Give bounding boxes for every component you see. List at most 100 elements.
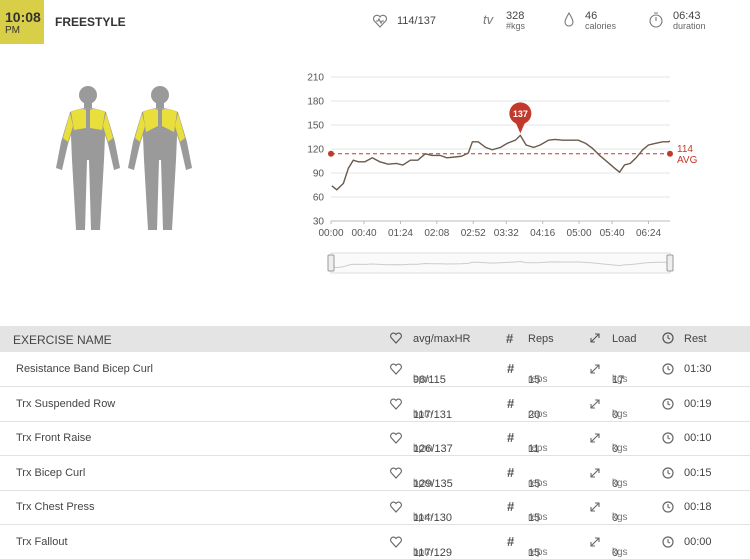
x-tick-label: 05:00 <box>567 228 592 239</box>
reps-unit: reps <box>528 546 548 558</box>
load-icon <box>590 467 600 478</box>
load-icon <box>590 536 600 547</box>
hr-value: 129/135 <box>413 477 453 490</box>
load-icon <box>590 433 600 443</box>
clock-icon <box>662 535 674 548</box>
average-label: AVG <box>677 155 698 166</box>
reps-value: 11 <box>528 443 540 455</box>
column-header: EXERCISE NAME <box>13 333 112 347</box>
load-unit: kgs <box>612 443 628 454</box>
reps-unit: reps <box>528 374 548 385</box>
rest-value: 00:19 <box>684 397 712 410</box>
load-icon <box>590 333 600 343</box>
heart-icon <box>390 467 402 479</box>
heart-rate-line <box>331 134 671 191</box>
y-tick-label: 180 <box>307 97 324 108</box>
load-value: 0 <box>612 477 619 490</box>
hr-value: 114/130 <box>413 512 452 524</box>
timer-icon <box>649 12 663 28</box>
load-icon <box>590 364 600 374</box>
x-tick-label: 06:24 <box>636 228 661 239</box>
stat-calories-label: calories <box>585 21 617 31</box>
reps-unit: reps <box>528 443 548 454</box>
hr-unit: bpm <box>413 408 433 420</box>
average-value: 114 <box>677 144 693 155</box>
peak-pin <box>509 102 532 125</box>
x-tick-label: 04:16 <box>530 228 555 239</box>
clock-icon <box>662 466 674 479</box>
table-row: Trx Bicep Curl 129/135 bpm #15 reps 0 kgs 00:15 <box>0 456 750 491</box>
load-icon <box>590 398 600 409</box>
table-row: Trx Front Raise 126/137 bpm #11 reps 0 kgs 00:1… <box>0 421 750 456</box>
peak-label: 137 <box>513 109 528 119</box>
column-header: Reps <box>528 333 554 345</box>
heart-icon <box>390 332 402 344</box>
hash-icon: # <box>507 499 515 514</box>
load-unit: kgs <box>612 477 628 489</box>
hr-unit: bpm <box>413 546 433 558</box>
stat-tv-label: tv <box>483 12 494 27</box>
hr-value: 126/137 <box>413 443 453 455</box>
workout-title: FREESTYLE <box>55 15 126 29</box>
rest-value: 00:10 <box>684 432 712 444</box>
rest-value: 00:00 <box>684 535 712 548</box>
hash-icon: # <box>507 464 515 480</box>
table-header: EXERCISE NAME avg/maxHR # Reps Load Rest <box>0 326 750 352</box>
reps-value: 20 <box>528 408 541 421</box>
y-tick-label: 120 <box>307 145 324 156</box>
clock-ampm: PM <box>5 25 20 36</box>
stat-duration: 06:43 <box>673 10 701 22</box>
y-tick-label: 210 <box>307 73 324 84</box>
hr-unit: bpm <box>413 512 433 523</box>
table-row: Trx Fallout 117/129 bpm #15 reps 0 kgs 00:00 <box>0 525 750 560</box>
table-row: Trx Chest Press 114/130 bpm #15 reps 0 kgs 00:1… <box>0 490 750 525</box>
exercise-name: Trx Chest Press <box>16 501 95 513</box>
reps-value: 15 <box>528 477 541 490</box>
drop-icon <box>564 11 574 27</box>
x-tick-label: 02:08 <box>424 228 449 239</box>
exercise-name: Trx Bicep Curl <box>16 466 86 479</box>
rest-value: 00:15 <box>684 466 712 479</box>
hr-unit: bpm <box>413 477 433 489</box>
rest-value: 01:30 <box>684 363 712 375</box>
stat-heart-rate: 114/137 <box>397 15 436 27</box>
x-tick-label: 02:52 <box>461 228 486 239</box>
exercise-name: Resistance Band Bicep Curl <box>16 363 153 375</box>
load-value: 17 <box>612 374 625 386</box>
heart-icon <box>390 432 402 444</box>
table-row: Resistance Band Bicep Curl 98/115 bpm #15 re… <box>0 352 750 387</box>
hash-icon: # <box>507 361 515 376</box>
column-header: Load <box>612 333 637 345</box>
load-unit: kgs <box>612 374 628 385</box>
reps-value: 15 <box>528 374 541 386</box>
hr-value: 117/129 <box>413 546 452 559</box>
rest-value: 00:18 <box>684 501 712 513</box>
x-tick-label: 05:40 <box>600 228 625 239</box>
clock-icon <box>662 501 674 513</box>
hr-value: 117/131 <box>413 408 452 421</box>
hr-unit: bpm <box>413 443 433 454</box>
reps-value: 15 <box>528 512 541 524</box>
muscle-map <box>56 86 192 230</box>
column-header: avg/maxHR <box>413 333 471 345</box>
load-unit: kgs <box>612 512 628 523</box>
load-unit: kgs <box>612 546 628 558</box>
stat-volume-unit: #kgs <box>506 21 526 31</box>
heart-icon <box>390 398 402 410</box>
load-value: 0 <box>612 408 619 421</box>
hash-icon: # <box>507 430 515 445</box>
average-dot <box>328 150 334 157</box>
table-body: Resistance Band Bicep Curl 98/115 bpm #15 re… <box>0 352 750 560</box>
exercise-name: Trx Fallout <box>16 535 68 548</box>
hr-value: 98/115 <box>413 374 446 386</box>
exercise-name: Trx Suspended Row <box>16 397 116 410</box>
clock-icon <box>662 332 674 344</box>
stat-volume: 328 <box>506 10 525 22</box>
y-tick-label: 60 <box>313 193 325 204</box>
stat-calories: 46 <box>585 10 598 22</box>
heart-icon <box>390 501 402 513</box>
hash-icon: # <box>507 533 515 549</box>
heart-icon <box>390 363 402 375</box>
reps-unit: reps <box>528 512 548 523</box>
column-header: Rest <box>684 333 707 345</box>
